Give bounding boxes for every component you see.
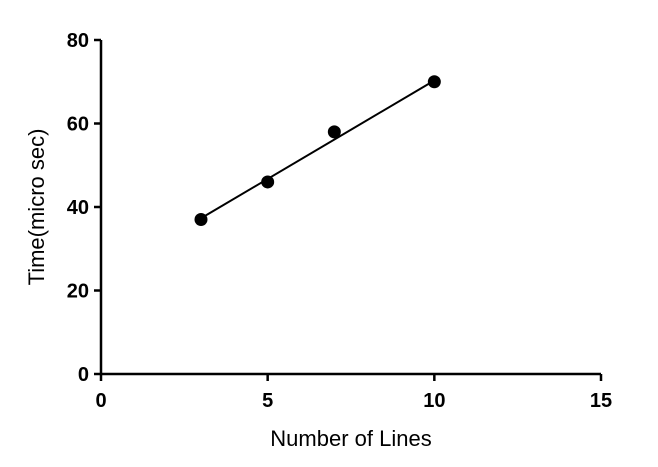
x-tick-label: 0 <box>95 390 106 412</box>
x-axis: 0 5 10 15 <box>95 372 612 412</box>
y-axis: 0 20 40 60 80 <box>67 30 103 386</box>
x-tick-label: 15 <box>590 390 612 412</box>
x-axis-title: Number of Lines <box>270 426 431 451</box>
y-tick-label: 40 <box>67 197 89 219</box>
y-tick-label: 80 <box>67 30 89 52</box>
y-tick-label: 60 <box>67 114 89 136</box>
data-point <box>194 213 208 227</box>
y-tick-label: 0 <box>78 364 89 386</box>
x-tick-label: 10 <box>423 390 445 412</box>
data-points <box>194 75 441 227</box>
y-tick-label: 20 <box>67 281 89 303</box>
x-tick-label: 5 <box>262 390 273 412</box>
data-point <box>261 175 275 189</box>
fit-line-group <box>200 79 435 220</box>
data-point <box>327 125 341 139</box>
y-axis-title: Time(micro sec) <box>24 129 49 286</box>
fit-line <box>200 79 435 220</box>
data-point <box>427 75 441 89</box>
